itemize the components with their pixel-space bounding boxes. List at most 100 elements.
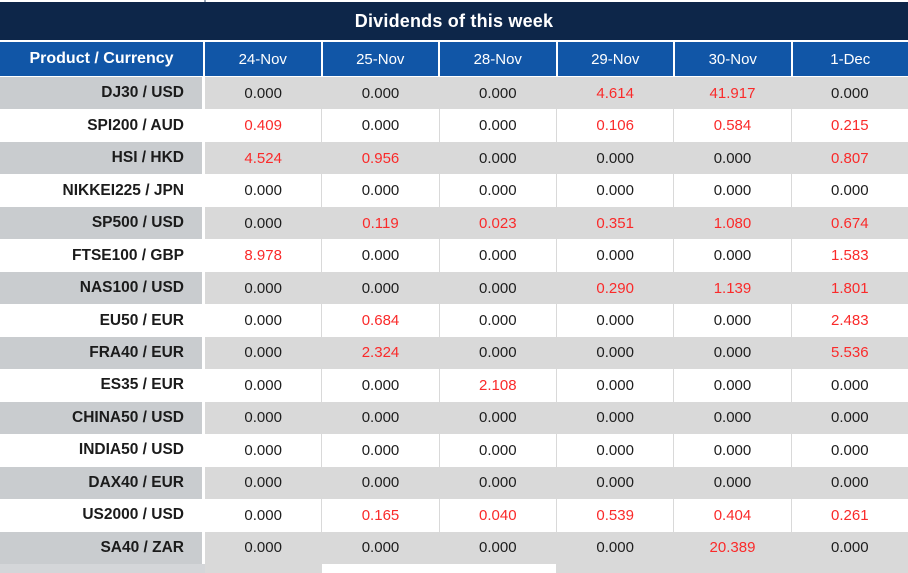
dividend-value-cell: 0.261 (790, 499, 908, 532)
product-cell: NAS100 / USD (0, 271, 205, 305)
dividend-value-cell: 0.000 (205, 434, 322, 467)
dividend-value-cell: 0.000 (321, 531, 439, 565)
table-row: CHINA50 / USD 0.000 0.000 0.000 0.000 0.000 0… (0, 401, 908, 435)
table-row: SA40 / ZAR 0.000 0.000 0.000 0.000 20.389 0.0… (0, 531, 908, 565)
dividend-value-cell: 0.000 (438, 466, 556, 500)
dividend-value-cell: 0.000 (321, 239, 439, 272)
table-row: ES35 / EUR 0.000 0.000 2.108 0.000 0.000 0.00… (0, 369, 908, 402)
date-column-header: 1-Dec (792, 42, 908, 76)
page-title: Dividends of this week (354, 10, 554, 31)
dividend-value-cell: 20.389 (673, 531, 791, 565)
product-cell: EU50 / EUR (0, 304, 205, 337)
dividend-value-cell: 0.000 (673, 239, 791, 272)
table-row: EU50 / EUR 0.000 0.684 0.000 0.000 0.000 2.48… (0, 304, 908, 337)
dividend-value-cell: 1.080 (673, 206, 791, 240)
table-row: DAX40 / EUR 0.000 0.000 0.000 0.000 0.000 0.0… (0, 466, 908, 500)
dividend-value-cell: 0.000 (205, 531, 322, 565)
product-cell: FRA40 / EUR (0, 336, 205, 370)
dividend-value-cell: 0.000 (555, 141, 674, 175)
dividend-value-cell: 0.000 (438, 77, 556, 110)
dividend-value-cell: 0.000 (321, 466, 439, 500)
dividend-value-cell: 8.978 (205, 239, 322, 272)
dividend-value-cell: 0.000 (321, 109, 439, 142)
dividend-value-cell: 0.000 (438, 239, 556, 272)
divider (0, 40, 908, 42)
dividend-value-cell: 0.000 (438, 271, 556, 305)
dividend-value-cell: 0.000 (205, 174, 322, 207)
dividend-value-cell: 0.106 (555, 109, 674, 142)
column-boundary-tick (204, 0, 206, 2)
dividend-value-cell: 0.000 (205, 304, 322, 337)
dividend-value-cell: 0.000 (673, 434, 791, 467)
dividend-value-cell: 41.917 (673, 77, 791, 110)
dividend-value-cell: 0.000 (555, 174, 674, 207)
dividend-value-cell: 0.409 (205, 109, 322, 142)
dividend-value-cell: 0.000 (321, 369, 439, 402)
dividend-value-cell: 0.584 (673, 109, 791, 142)
dividend-value-cell: 0.000 (555, 434, 674, 467)
table-row: FRA40 / EUR 0.000 2.324 0.000 0.000 0.000 5.5… (0, 336, 908, 370)
product-cell: CHINA50 / USD (0, 401, 205, 435)
product-currency-header: Product / Currency (0, 42, 205, 76)
dividend-value-cell: 2.108 (438, 369, 556, 402)
dividend-value-cell: 0.000 (205, 206, 322, 240)
dividend-value-cell: 2.483 (790, 304, 908, 337)
dividend-value-cell: 0.674 (790, 206, 908, 240)
dividend-value-cell: 0.000 (205, 77, 322, 110)
dividend-value-cell: 0.119 (321, 206, 439, 240)
table-title-bar: Dividends of this week (0, 2, 908, 40)
table-body: DJ30 / USD 0.000 0.000 0.000 4.614 41.917 0.0… (0, 77, 908, 565)
dividend-value-cell: 0.000 (438, 531, 556, 565)
dividend-value-cell: 0.000 (790, 77, 908, 110)
dividend-value-cell: 0.000 (555, 401, 674, 435)
dividend-value-cell: 0.000 (205, 271, 322, 305)
dividend-value-cell: 0.000 (555, 239, 674, 272)
dividend-value-cell: 1.801 (790, 271, 908, 305)
dividend-value-cell: 0.165 (321, 499, 439, 532)
dividend-value-cell: 0.000 (321, 271, 439, 305)
dividend-value-cell: 0.000 (555, 466, 674, 500)
dividend-value-cell: 0.000 (555, 336, 674, 370)
dividend-value-cell: 5.536 (790, 336, 908, 370)
dividend-value-cell: 0.290 (555, 271, 674, 305)
top-border-strip (0, 0, 908, 2)
table-row: US2000 / USD 0.000 0.165 0.040 0.539 0.404 0.… (0, 499, 908, 532)
table-row: NIKKEI225 / JPN 0.000 0.000 0.000 0.000 0.00… (0, 174, 908, 207)
dividend-value-cell: 0.040 (438, 499, 556, 532)
partial-next-row (0, 564, 908, 573)
dividend-value-cell: 0.000 (438, 304, 556, 337)
dividend-value-cell: 0.000 (673, 141, 791, 175)
dividend-value-cell: 0.000 (673, 304, 791, 337)
product-cell: NIKKEI225 / JPN (0, 174, 205, 207)
dividend-value-cell: 0.000 (438, 141, 556, 175)
partial-product-cell (0, 564, 205, 573)
dividend-value-cell: 0.000 (438, 174, 556, 207)
product-cell: HSI / HKD (0, 141, 205, 175)
table-row: SP500 / USD 0.000 0.119 0.023 0.351 1.080 0.6… (0, 206, 908, 240)
table-row: DJ30 / USD 0.000 0.000 0.000 4.614 41.917 0.0… (0, 77, 908, 110)
table-row: HSI / HKD 4.524 0.956 0.000 0.000 0.000 0.807 (0, 141, 908, 175)
dividend-value-cell: 0.000 (790, 369, 908, 402)
date-column-header: 28-Nov (440, 42, 558, 76)
partial-cell (205, 564, 322, 573)
dividend-value-cell: 0.000 (321, 401, 439, 435)
product-cell: US2000 / USD (0, 499, 205, 532)
dividend-value-cell: 0.000 (438, 434, 556, 467)
date-column-header: 25-Nov (322, 42, 440, 76)
dividend-value-cell: 2.324 (321, 336, 439, 370)
dividend-value-cell: 4.524 (205, 141, 322, 175)
product-cell: SPI200 / AUD (0, 109, 205, 142)
dividend-value-cell: 0.000 (438, 336, 556, 370)
dividend-value-cell: 0.000 (790, 401, 908, 435)
dividend-value-cell: 0.000 (321, 174, 439, 207)
date-column-header: 24-Nov (205, 42, 323, 76)
dividend-value-cell: 0.000 (673, 369, 791, 402)
dividend-value-cell: 0.539 (555, 499, 674, 532)
dividend-value-cell: 0.000 (205, 499, 322, 532)
dividend-value-cell: 1.583 (790, 239, 908, 272)
dividend-value-cell: 0.956 (321, 141, 439, 175)
dividend-value-cell: 0.000 (205, 336, 322, 370)
table-header-row: Product / Currency 24-Nov 25-Nov 28-Nov 29-… (0, 42, 908, 77)
table-row: FTSE100 / GBP 8.978 0.000 0.000 0.000 0.000 1… (0, 239, 908, 272)
